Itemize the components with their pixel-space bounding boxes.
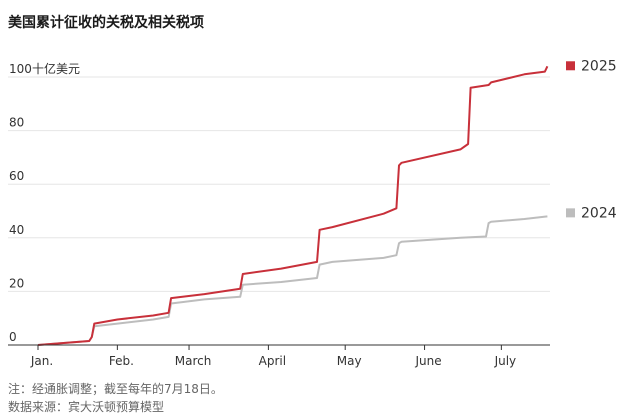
legend-swatch-2025 [566, 61, 575, 71]
legend-swatch-2024 [566, 208, 575, 218]
y-tick-label-20: 20 [9, 276, 24, 290]
series-line-2024 [37, 215, 548, 346]
x-tick-label-6: July [494, 354, 517, 368]
x-tick-label-4: May [337, 354, 362, 368]
gridlines [8, 76, 550, 292]
y-tick-label-60: 60 [9, 169, 24, 183]
y-tick-label-0: 0 [9, 330, 17, 344]
x-tick-label-3: April [259, 354, 286, 368]
series-line-2025 [37, 65, 549, 346]
chart-title: 美国累计征收的关税及相关税项 [8, 15, 204, 31]
x-tick-label-2: March [175, 354, 212, 368]
source-note: 数据来源：宾大沃顿预算模型 [8, 400, 165, 414]
legend-label-2024: 2024 [581, 205, 617, 221]
legend: 2024 2025 [566, 58, 617, 221]
y-tick-label-40: 40 [9, 223, 24, 237]
x-tick-label-1: Feb. [109, 354, 134, 368]
series-lines [37, 65, 549, 346]
y-tick-labels: 0 20 40 60 80 100 [9, 62, 32, 344]
y-tick-label-100: 100 [9, 62, 32, 76]
x-tick-label-5: June [414, 354, 441, 368]
y-tick-label-80: 80 [9, 116, 24, 130]
x-tick-label-0: Jan. [30, 354, 53, 368]
y-unit-label: 十亿美元 [32, 61, 80, 76]
legend-label-2025: 2025 [581, 58, 617, 74]
footnote: 注：经通胀调整；截至每年的7月18日。 [8, 382, 223, 396]
x-axis: Jan. Feb. March April May June July [8, 344, 550, 368]
